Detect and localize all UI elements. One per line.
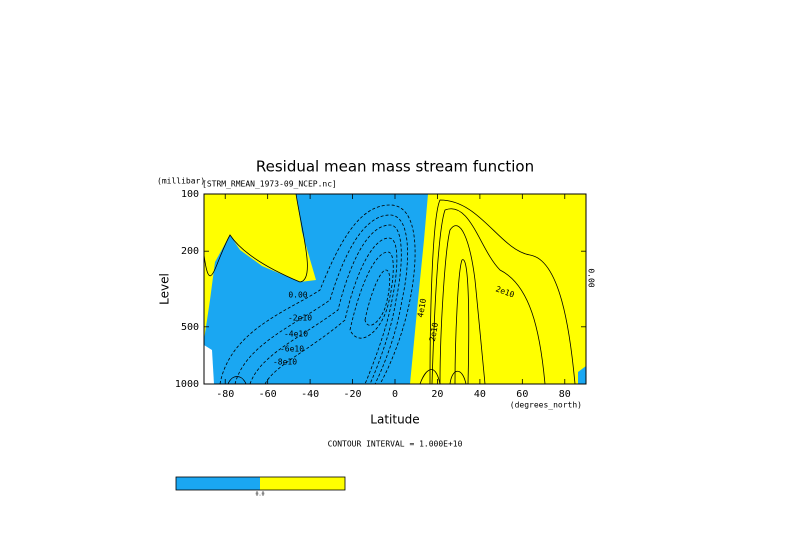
x-tick-label: -80 xyxy=(216,389,234,400)
y-tick-label: 500 xyxy=(181,322,199,333)
y-axis-label: Level xyxy=(158,273,172,305)
contour-label: -4e10 xyxy=(284,330,308,339)
subtitle: [STRM_RMEAN_1973-09_NCEP.nc] xyxy=(202,180,337,189)
contour-interval: CONTOUR INTERVAL = 1.000E+10 xyxy=(328,440,463,449)
x-tick-label: -40 xyxy=(301,389,319,400)
colorbar-label: 0.0 xyxy=(255,492,264,498)
missing-region xyxy=(204,345,214,384)
y-units: (millibar) xyxy=(157,177,205,186)
contour-label: 0.00 xyxy=(587,268,596,287)
y-tick-label: 1000 xyxy=(175,379,199,390)
x-tick-label: -60 xyxy=(259,389,277,400)
x-tick-label: -20 xyxy=(344,389,362,400)
x-axis-label: Latitude xyxy=(370,413,419,427)
contour-field xyxy=(204,194,586,384)
contour-label: -8e10 xyxy=(273,358,297,367)
chart-title: Residual mean mass stream function xyxy=(256,158,534,176)
positive-contours xyxy=(227,199,576,384)
contour-label: 0.00 xyxy=(288,291,307,300)
x-tick-label: 40 xyxy=(474,389,486,400)
x-tick-label: 20 xyxy=(431,389,443,400)
colorbar-swatch xyxy=(260,477,345,490)
y-tick-label: 100 xyxy=(181,189,199,200)
negative-region xyxy=(578,366,586,384)
negative-contours xyxy=(219,204,416,384)
colorbar-swatch xyxy=(176,477,260,490)
contour-label: -2e10 xyxy=(288,314,312,323)
contour-label: 4e10 xyxy=(416,298,428,319)
y-tick-label: 200 xyxy=(181,246,199,257)
colorbar-frame xyxy=(175,476,346,491)
contour-label: 2e10 xyxy=(428,322,440,343)
x-tick-label: 80 xyxy=(559,389,571,400)
colorbar: 0.0 xyxy=(175,476,346,498)
x-tick-label: 0 xyxy=(392,389,398,400)
negative-region xyxy=(204,194,428,384)
contour-label: -6e10 xyxy=(280,345,304,354)
x-units: (degrees_north) xyxy=(510,401,582,410)
x-tick-label: 60 xyxy=(516,389,528,400)
